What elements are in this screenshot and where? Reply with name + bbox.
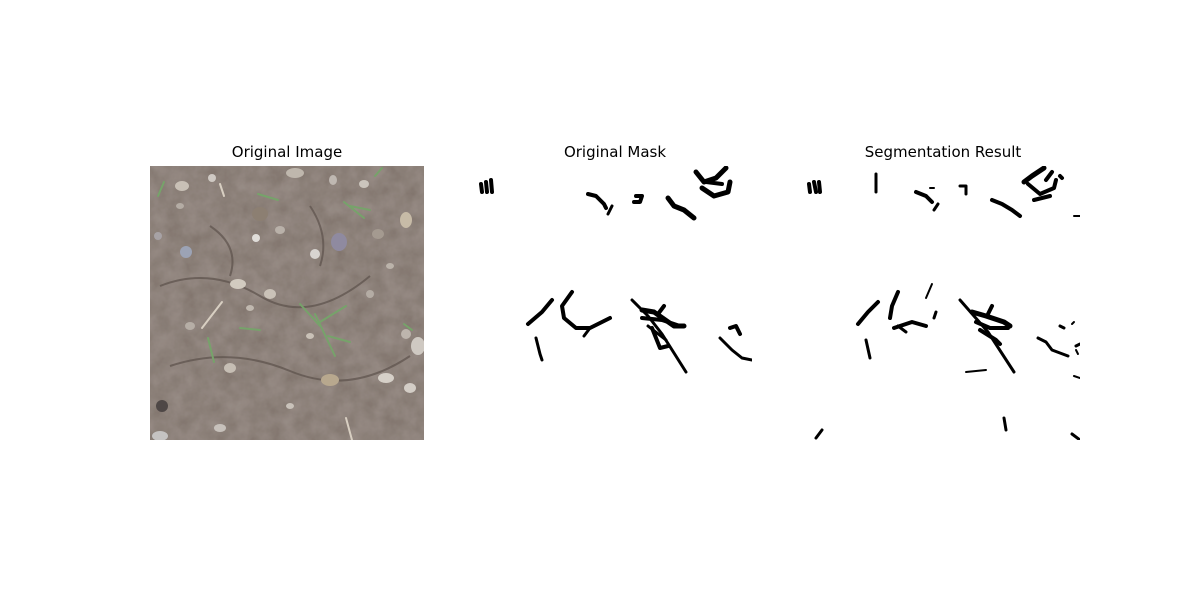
panel-title-original-mask: Original Mask bbox=[563, 143, 667, 161]
panel-title-segmentation-result: Segmentation Result bbox=[864, 143, 1022, 161]
sprouts bbox=[157, 167, 413, 363]
panel-title-original-image: Original Image bbox=[231, 143, 343, 161]
segmentation-result-panel bbox=[806, 166, 1080, 440]
original-image-panel bbox=[150, 166, 424, 440]
mask-image bbox=[479, 166, 752, 374]
soil-photo bbox=[150, 166, 424, 440]
original-mask-panel bbox=[478, 166, 752, 440]
segmentation-image bbox=[807, 166, 1080, 440]
stones bbox=[152, 168, 424, 440]
